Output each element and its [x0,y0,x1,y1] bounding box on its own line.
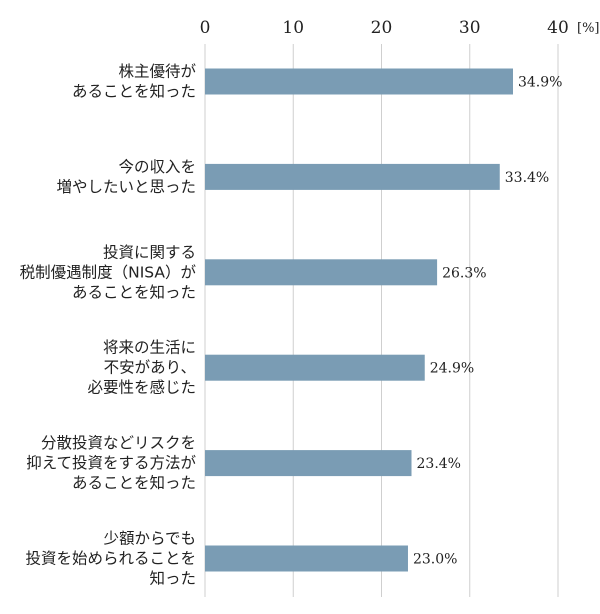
category-label: あることを知った [72,283,196,301]
x-axis-unit-label: [%] [577,21,600,36]
category-label: 知った [149,570,196,588]
category-label: 投資に関する [103,243,196,261]
bar [205,68,513,95]
bar [205,450,412,477]
category-label: 将来の生活に [103,339,196,357]
category-label: あることを知った [72,474,196,492]
category-label: 少額からでも [103,530,196,548]
category-label: 不安があり、 [104,359,196,377]
bar [205,259,438,286]
category-label: 必要性を感じた [87,379,196,397]
gridlines [204,44,559,597]
bars [205,68,513,572]
category-label: 税制優遇制度（NISA）が [20,263,197,281]
category-label: 投資を始められることを [25,550,196,568]
bar [205,545,408,572]
bar [205,163,500,190]
category-label: あることを知った [72,83,196,101]
value-label: 23.4% [417,456,461,472]
x-tick-label: 40 [547,18,569,38]
value-label: 34.9% [518,75,562,91]
x-tick-label: 10 [282,18,304,38]
value-label: 33.4% [505,170,549,186]
x-tick-label: 30 [459,18,481,38]
category-label: 抑えて投資をする方法が [26,454,196,472]
category-label: 増やしたいと思った [56,178,196,196]
x-tick-label: 0 [200,18,211,38]
value-labels: 34.9% 33.4% 26.3% 24.9% 23.4% 23.0% [413,75,563,568]
value-label: 24.9% [430,361,474,377]
category-label: 分散投資などリスクを [41,434,196,452]
x-tick-label: 20 [371,18,393,38]
category-label: 株主優待が [118,63,196,81]
value-label: 23.0% [413,552,457,568]
category-labels: 株主優待があることを知った今の収入を増やしたいと思った投資に関する税制優遇制度（… [20,63,197,588]
x-axis-ticks: 0 10 20 30 40 [200,18,569,38]
category-label: 今の収入を [118,158,196,176]
value-label: 26.3% [442,265,486,281]
bar [205,354,425,381]
